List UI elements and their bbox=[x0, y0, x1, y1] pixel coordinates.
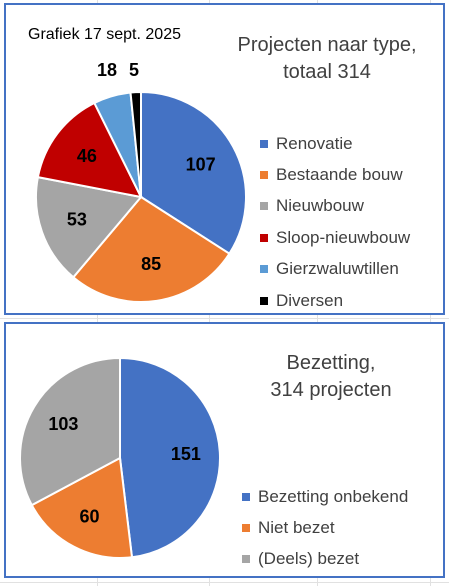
pie-slice-bestaande-bouw bbox=[71, 195, 231, 303]
chart-title-line: Bezetting, bbox=[286, 352, 376, 374]
chart-title-line: 314 projecten bbox=[270, 379, 392, 401]
chart-title-line: totaal 314 bbox=[283, 61, 371, 83]
data-label: 53 bbox=[67, 210, 87, 230]
legend-entry: (Deels) bezet bbox=[242, 544, 408, 575]
legend-entry: Renovatie bbox=[260, 128, 410, 159]
data-label: 151 bbox=[171, 444, 201, 464]
legend-label: Diversen bbox=[276, 290, 344, 310]
sheet-gridline bbox=[0, 582, 449, 583]
chart-legend: Renovatie Bestaande bouw Nieuwbouw Sloop… bbox=[260, 128, 410, 316]
legend-label: Bestaande bouw bbox=[276, 165, 403, 185]
legend-label: Niet bezet bbox=[258, 518, 335, 538]
legend-label: Bezetting onbekend bbox=[258, 486, 409, 506]
chart-title: Bezetting, 314 projecten bbox=[241, 350, 421, 404]
legend-swatch bbox=[260, 296, 268, 305]
pie-chart-project-types: 107 85 53 46 18 5 bbox=[35, 60, 247, 303]
chart-legend: Bezetting onbekend Niet bezet (Deels) be… bbox=[242, 481, 408, 575]
legend-swatch bbox=[260, 265, 268, 274]
legend-label: Nieuwbouw bbox=[276, 196, 364, 216]
legend-swatch bbox=[242, 555, 250, 564]
legend-entry: Gierzwaluwtillen bbox=[260, 254, 410, 285]
pie-slice-sloop-nieuwbouw bbox=[36, 101, 143, 199]
pie-slice-nieuwbouw bbox=[35, 175, 143, 279]
data-label: 103 bbox=[48, 414, 78, 434]
pie-slice-bezetting-onbekend bbox=[119, 356, 221, 559]
chart-panel-project-types[interactable]: Grafiek 17 sept. 2025 Projecten naar typ… bbox=[4, 3, 445, 315]
data-label: 5 bbox=[129, 60, 139, 80]
legend-swatch bbox=[260, 202, 268, 211]
legend-label: Renovatie bbox=[276, 133, 353, 153]
legend-entry: Sloop-nieuwbouw bbox=[260, 222, 410, 253]
legend-swatch bbox=[260, 171, 268, 180]
data-label: 85 bbox=[141, 254, 161, 274]
pie-slice-deels-bezet bbox=[19, 356, 121, 507]
legend-entry: Bezetting onbekend bbox=[242, 481, 408, 512]
legend-swatch bbox=[260, 233, 268, 242]
data-label: 107 bbox=[186, 154, 216, 174]
legend-swatch bbox=[242, 524, 250, 533]
legend-swatch bbox=[260, 139, 268, 148]
legend-entry: Diversen bbox=[260, 285, 410, 316]
chart-title-line: Projecten naar type, bbox=[237, 34, 417, 56]
pie-slice-diversen bbox=[129, 90, 142, 198]
legend-label: Sloop-nieuwbouw bbox=[276, 227, 411, 247]
pie-slice-niet-bezet bbox=[30, 456, 134, 559]
sheet-gridline bbox=[0, 318, 449, 319]
chart-panel-occupancy[interactable]: Bezetting, 314 projecten 151 60 103 Bezett… bbox=[4, 322, 445, 578]
legend-label: Gierzwaluwtillen bbox=[276, 259, 399, 279]
legend-entry: Nieuwbouw bbox=[260, 191, 410, 222]
legend-swatch bbox=[242, 492, 250, 501]
chart-date-label: Grafiek 17 sept. 2025 bbox=[28, 26, 181, 43]
data-label: 46 bbox=[77, 146, 97, 166]
data-label: 18 bbox=[97, 60, 117, 80]
pie-chart-occupancy: 151 60 103 bbox=[19, 356, 221, 559]
data-label: 60 bbox=[79, 507, 99, 527]
chart-title: Projecten naar type, totaal 314 bbox=[217, 32, 437, 86]
legend-label: (Deels) bezet bbox=[258, 549, 360, 569]
legend-entry: Niet bezet bbox=[242, 512, 408, 543]
legend-entry: Bestaande bouw bbox=[260, 159, 410, 190]
